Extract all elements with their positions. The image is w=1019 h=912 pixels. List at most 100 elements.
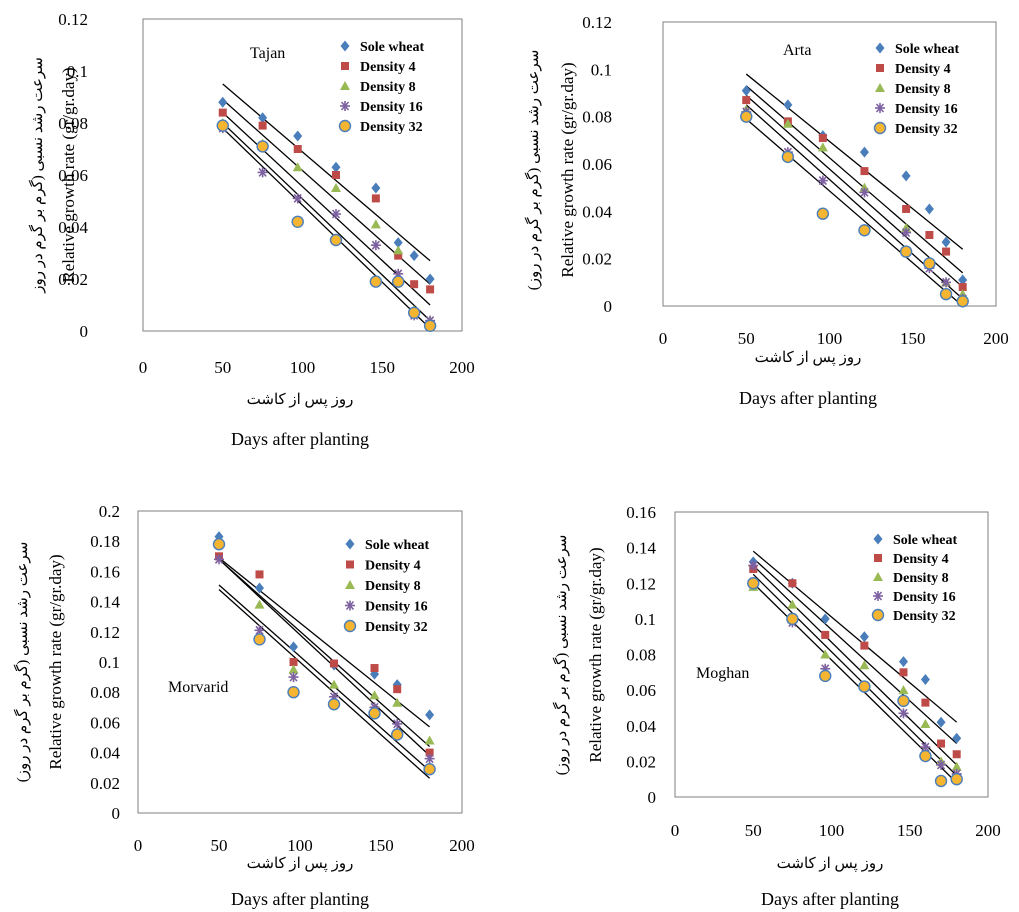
data-point bbox=[747, 577, 760, 590]
data-point bbox=[952, 732, 962, 744]
y-tick-label: 0 bbox=[80, 322, 89, 341]
trend-line bbox=[752, 564, 958, 766]
y-axis-label: Relative growth rate (gr/gr.day) bbox=[46, 554, 65, 769]
y-tick-label: 0.16 bbox=[626, 503, 656, 522]
cultivar-name: Moghan bbox=[696, 665, 749, 682]
data-point bbox=[902, 204, 911, 213]
data-point bbox=[258, 121, 267, 130]
data-point bbox=[936, 759, 947, 770]
data-point bbox=[218, 108, 227, 117]
data-point bbox=[258, 112, 268, 124]
legend-marker bbox=[340, 40, 350, 52]
data-point bbox=[370, 219, 381, 229]
data-point bbox=[920, 718, 931, 728]
legend-label: Sole wheat bbox=[895, 42, 960, 57]
data-point bbox=[288, 664, 299, 674]
data-point bbox=[253, 633, 266, 646]
data-point bbox=[393, 685, 402, 694]
x-tick-label: 50 bbox=[214, 358, 231, 377]
legend-label: Density 4 bbox=[360, 60, 416, 75]
y-axis-label-fa: سرعت رشد نسبی (گرم بر گرم در روز bbox=[28, 57, 46, 294]
legend-label: Density 16 bbox=[360, 100, 423, 115]
trend-line bbox=[752, 573, 958, 777]
x-tick-label: 100 bbox=[290, 358, 316, 377]
legend-marker bbox=[875, 103, 885, 113]
data-point bbox=[293, 145, 302, 153]
data-point bbox=[820, 613, 830, 625]
data-point bbox=[391, 728, 404, 741]
y-axis-label-fa: سرعت رشد نسبی (گرم بر گرم در روز) bbox=[13, 542, 31, 783]
y-tick-label: 0.06 bbox=[626, 681, 656, 700]
data-point bbox=[925, 231, 934, 239]
data-point bbox=[393, 245, 404, 255]
data-point bbox=[327, 698, 341, 711]
x-tick-label: 200 bbox=[983, 329, 1009, 348]
x-tick-label: 200 bbox=[449, 836, 475, 855]
data-point bbox=[941, 236, 951, 248]
data-point bbox=[786, 612, 799, 626]
legend-marker bbox=[873, 121, 887, 135]
data-point bbox=[859, 631, 869, 643]
data-point bbox=[860, 167, 869, 176]
data-point bbox=[819, 669, 832, 683]
legend-marker bbox=[873, 533, 883, 545]
x-axis-label: Days after planting bbox=[739, 388, 877, 408]
data-point bbox=[424, 753, 435, 764]
data-point bbox=[939, 287, 953, 301]
x-tick-label: 150 bbox=[370, 358, 396, 377]
y-tick-label: 0.06 bbox=[58, 166, 88, 185]
legend-marker bbox=[340, 81, 350, 90]
legend-label: Density 8 bbox=[895, 82, 951, 97]
data-point bbox=[392, 275, 405, 288]
y-tick-label: 0.02 bbox=[90, 774, 120, 793]
plot-area-frame bbox=[674, 511, 989, 798]
data-point bbox=[741, 85, 751, 97]
data-point bbox=[371, 182, 381, 194]
data-point bbox=[423, 763, 436, 776]
trend-line bbox=[745, 73, 964, 250]
cultivar-name: Tajan bbox=[250, 45, 285, 62]
x-tick-label: 50 bbox=[738, 329, 755, 348]
plot-area-frame bbox=[142, 18, 463, 332]
y-tick-label: 0.08 bbox=[90, 683, 120, 702]
data-point bbox=[212, 538, 226, 551]
data-point bbox=[369, 275, 383, 288]
trend-line bbox=[218, 558, 431, 757]
y-tick-label: 0 bbox=[648, 788, 657, 807]
legend-marker bbox=[873, 572, 883, 581]
panel-morvarid: 0 0.02 0.04 0.06 0.08 0.1 0.12 0.14 0.16 0.18 0.2 0… bbox=[13, 502, 475, 909]
x-tick-label: 150 bbox=[900, 329, 926, 348]
data-point bbox=[371, 194, 380, 203]
data-point bbox=[783, 99, 793, 111]
x-axis-label: Days after planting bbox=[761, 889, 899, 909]
x-tick-label: 100 bbox=[287, 836, 313, 855]
y-tick-label: 0.02 bbox=[58, 270, 88, 289]
x-tick-label: 200 bbox=[449, 358, 475, 377]
y-axis-label-fa: سرعت رشد نسبی (گرم بر گرم در روز) bbox=[552, 535, 570, 776]
data-point bbox=[331, 161, 341, 173]
data-point bbox=[410, 280, 419, 289]
trend-line bbox=[218, 558, 431, 748]
data-point bbox=[934, 774, 948, 788]
data-point bbox=[742, 96, 751, 105]
trend-line bbox=[222, 127, 431, 329]
plot-area-frame bbox=[662, 21, 997, 307]
data-point bbox=[426, 285, 435, 294]
data-point bbox=[748, 560, 759, 571]
trend-line bbox=[222, 83, 431, 262]
y-tick-label: 0.04 bbox=[90, 744, 120, 763]
data-point bbox=[330, 209, 341, 219]
data-point bbox=[370, 240, 381, 251]
legend-label: Density 32 bbox=[365, 620, 428, 635]
trend-line bbox=[218, 589, 431, 779]
data-point bbox=[369, 690, 380, 700]
data-point bbox=[941, 277, 952, 288]
data-point bbox=[923, 257, 936, 270]
data-point bbox=[950, 772, 963, 786]
data-point bbox=[291, 215, 304, 229]
y-tick-label: 0.04 bbox=[582, 202, 612, 221]
y-tick-label: 0.08 bbox=[626, 646, 656, 665]
y-tick-label: 0.12 bbox=[90, 623, 120, 642]
legend-label: Density 16 bbox=[895, 102, 958, 117]
data-point bbox=[257, 167, 268, 178]
